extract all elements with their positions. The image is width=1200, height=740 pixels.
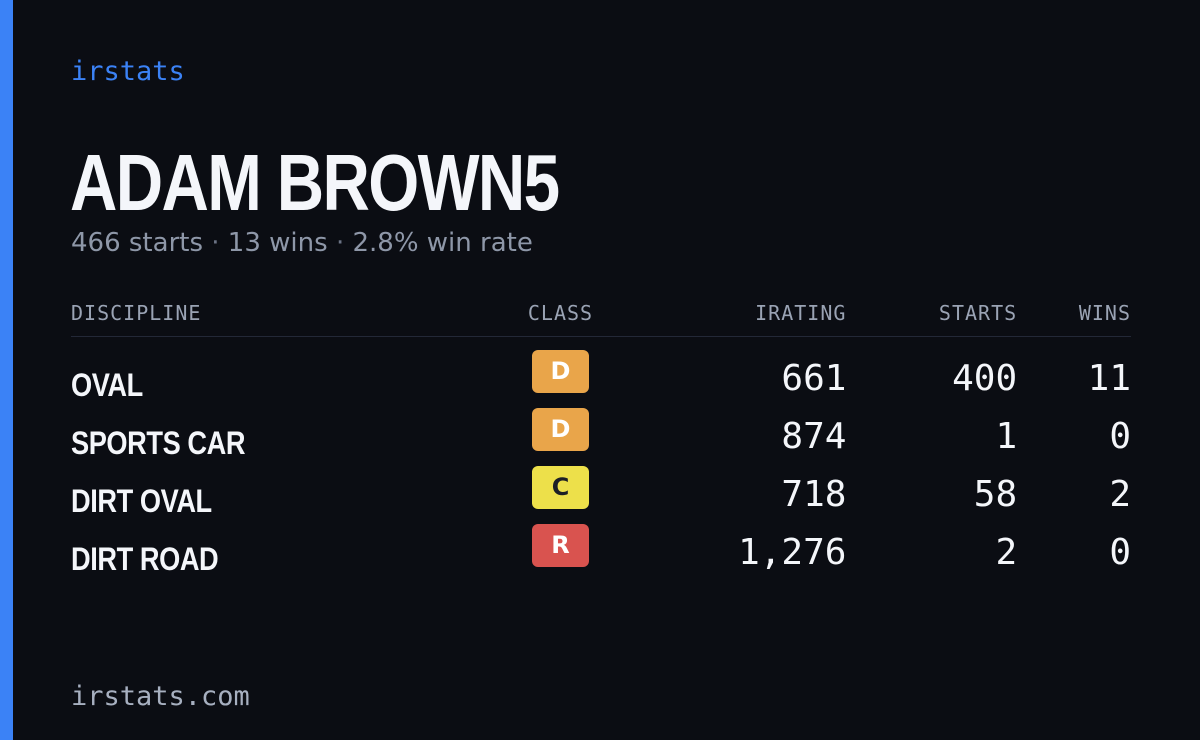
- discipline-label: SPORTS CAR: [71, 424, 246, 461]
- irating-value: 874: [781, 415, 847, 457]
- discipline-label: DIRT OVAL: [71, 482, 212, 519]
- header-starts: STARTS: [846, 296, 1018, 337]
- class-cell: C: [511, 465, 610, 523]
- starts-cell: 2: [846, 523, 1017, 581]
- table-row: SPORTS CAR D 874 1 0: [71, 407, 1131, 465]
- starts-cell: 1: [846, 407, 1017, 465]
- driver-name: ADAM BROWN5: [70, 138, 560, 227]
- table-row: OVAL D 661 400 11: [71, 337, 1131, 408]
- class-cell: D: [511, 337, 610, 408]
- starts-value: 2: [995, 531, 1018, 573]
- class-badge: D: [532, 349, 589, 393]
- separator: ·: [211, 228, 220, 258]
- class-cell: R: [511, 523, 610, 581]
- wins-cell: 11: [1017, 337, 1131, 408]
- irating-value: 1,276: [738, 531, 847, 573]
- table-header-row: DISCIPLINE CLASS IRATING STARTS WINS: [71, 296, 1131, 337]
- class-badge: C: [532, 465, 589, 509]
- irating-cell: 1,276: [610, 523, 846, 581]
- discipline-label: OVAL: [71, 366, 143, 403]
- win-rate: 2.8% win rate: [352, 228, 533, 258]
- irating-value: 718: [781, 473, 847, 515]
- accent-bar: [0, 0, 13, 740]
- wins-value: 2: [1109, 473, 1131, 515]
- wins-cell: 0: [1017, 407, 1131, 465]
- irating-cell: 718: [610, 465, 846, 523]
- class-badge: D: [532, 407, 589, 451]
- discipline-cell: DIRT OVAL: [71, 465, 511, 523]
- discipline-label: DIRT ROAD: [71, 540, 219, 577]
- starts-cell: 58: [846, 465, 1017, 523]
- table-row: DIRT OVAL C 718 58 2: [71, 465, 1131, 523]
- starts-value: 58: [973, 473, 1018, 515]
- discipline-cell: SPORTS CAR: [71, 407, 511, 465]
- irating-cell: 874: [610, 407, 846, 465]
- header-wins: WINS: [1017, 296, 1131, 337]
- wins-value: 0: [1109, 531, 1131, 573]
- wins-cell: 2: [1017, 465, 1131, 523]
- wins-count: 13 wins: [227, 228, 328, 258]
- separator: ·: [335, 228, 345, 258]
- header-class: CLASS: [511, 296, 610, 337]
- discipline-cell: OVAL: [71, 337, 511, 408]
- header-discipline: DISCIPLINE: [71, 296, 511, 337]
- header-irating: IRATING: [610, 296, 847, 337]
- wins-cell: 0: [1017, 523, 1131, 581]
- starts-count: 466 starts: [71, 228, 203, 258]
- wins-value: 0: [1109, 415, 1131, 457]
- discipline-cell: DIRT ROAD: [71, 523, 511, 581]
- discipline-stats-table: DISCIPLINE CLASS IRATING STARTS WINS OVA…: [71, 296, 1131, 581]
- wins-value: 11: [1087, 357, 1131, 399]
- irating-cell: 661: [610, 337, 846, 408]
- footer-url[interactable]: irstats.com: [71, 681, 250, 712]
- class-cell: D: [511, 407, 610, 465]
- brand-logo[interactable]: irstats: [71, 56, 185, 87]
- class-badge: R: [532, 523, 589, 567]
- table-row: DIRT ROAD R 1,276 2 0: [71, 523, 1131, 581]
- irating-value: 661: [781, 357, 847, 399]
- starts-value: 400: [952, 357, 1018, 399]
- driver-summary: 466 starts · 13 wins · 2.8% win rate: [71, 228, 533, 258]
- starts-cell: 400: [846, 337, 1017, 408]
- starts-value: 1: [995, 415, 1018, 457]
